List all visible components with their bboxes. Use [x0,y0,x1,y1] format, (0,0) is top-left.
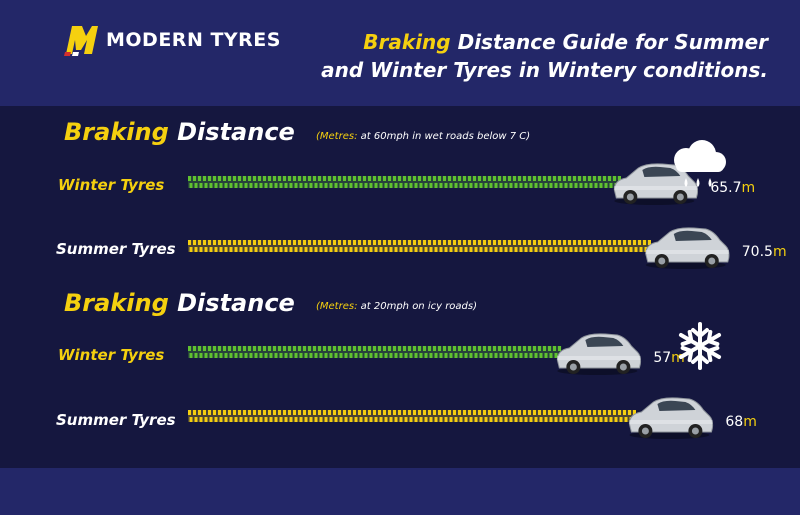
brand-name: MODERN TYRES [106,29,281,51]
section-2-winter-value: 57m [653,350,685,366]
section-2-note: (Metres: at 20mph on icy roads) [316,301,477,312]
section-1-summer-bar [188,240,653,252]
footer-band [0,468,800,515]
brand-logo-mark-icon [64,26,98,56]
snowflake-icon [678,322,722,370]
section-2-winter-car-icon [556,333,642,375]
section-2-summer-value: 68m [725,414,757,430]
section-2-note-accent: (Metres: [316,301,358,312]
section-1-summer-car-icon [645,227,730,269]
brand-logo: MODERN TYRES [60,22,281,58]
section-2-summer-bar [188,410,638,422]
headline-line1: Distance Guide for Summer [450,30,768,54]
section-2-title: Braking Distance [64,289,295,317]
section-2-title-accent: Braking [64,289,169,317]
section-1-summer-label: Summer Tyres [56,240,176,258]
section-2-title-rest: Distance [168,289,295,317]
section-2-summer-car-icon [628,397,714,439]
section-1-note-rest: at 60mph in wet roads below 7 C) [357,131,531,142]
headline-line2: and Winter Tyres in Wintery conditions. [321,58,768,82]
section-2-winter-label: Winter Tyres [58,346,165,364]
section-1-note: (Metres: at 60mph in wet roads below 7 C… [316,131,530,142]
page-headline: Braking Distance Guide for Summer and Wi… [321,28,768,84]
header-band [0,0,800,106]
section-2-winter-bar [188,346,563,358]
section-1-title-rest: Distance [168,118,295,146]
section-2-note-rest: at 20mph on icy roads) [357,301,478,312]
section-1-title: Braking Distance [64,118,295,146]
section-1-winter-bar [188,176,623,188]
section-1-winter-value: 65.7m [710,180,756,196]
section-1-note-accent: (Metres: [316,131,358,142]
section-1-summer-value: 70.5m [741,244,787,260]
rain-cloud-icon [674,140,726,187]
headline-accent: Braking [363,30,451,54]
section-1-winter-car-icon [613,163,699,205]
section-2-summer-label: Summer Tyres [56,411,176,429]
section-1-title-accent: Braking [64,118,169,146]
section-1-winter-label: Winter Tyres [58,176,165,194]
